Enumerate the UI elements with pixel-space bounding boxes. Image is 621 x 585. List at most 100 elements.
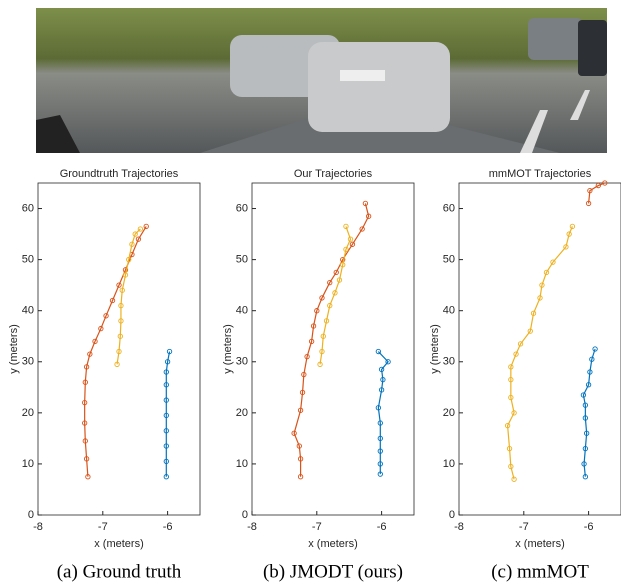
y-tick-label: 0 [449, 509, 455, 521]
point [333, 269, 339, 276]
point [122, 272, 129, 278]
y-tick-label: 40 [22, 305, 34, 317]
point [375, 405, 382, 411]
y-tick-label: 50 [22, 254, 34, 266]
trajectory [116, 228, 141, 365]
point [116, 348, 122, 355]
point [362, 200, 369, 207]
point [163, 412, 169, 419]
point [582, 402, 589, 408]
point [317, 361, 323, 367]
point [517, 341, 524, 347]
point [83, 456, 90, 462]
point [291, 430, 297, 436]
point [163, 474, 169, 480]
point [327, 279, 333, 286]
point [327, 302, 333, 309]
point [602, 180, 608, 186]
y-tick-label: 20 [443, 407, 455, 419]
y-tick-label: 20 [22, 407, 34, 419]
point [304, 354, 310, 360]
trajectory [582, 348, 596, 477]
point [385, 359, 391, 365]
point [87, 351, 93, 357]
plot: Groundtruth Trajectories -8 -7 -6 0 10 20 30 40 5… [8, 168, 201, 582]
caption: (a) Ground truth [57, 561, 182, 582]
trajectory [588, 182, 606, 204]
point [343, 223, 349, 230]
point [587, 369, 593, 375]
point [585, 200, 592, 207]
point [582, 415, 589, 421]
plot: mmMOT Trajectories -8 -7 -6 0 10 20 30 40 50 60 x (… [429, 168, 621, 582]
point [340, 262, 346, 268]
point [508, 376, 514, 383]
point [166, 348, 173, 355]
point [569, 223, 576, 230]
point [163, 428, 169, 434]
point [163, 443, 169, 449]
point [82, 379, 88, 385]
chart-title: Our Trajectories [294, 168, 373, 180]
point [359, 226, 365, 232]
x-tick-label: -6 [163, 521, 173, 533]
point [581, 461, 587, 467]
point [118, 318, 124, 324]
x-tick-label: -8 [33, 521, 43, 533]
y-tick-label: 40 [443, 305, 455, 317]
point [365, 213, 372, 219]
point [103, 313, 109, 319]
point [135, 236, 142, 242]
point [584, 430, 590, 436]
x-axis-label: x (meters) [94, 538, 144, 550]
y-tick-label: 20 [236, 407, 248, 419]
y-axis-label: y (meters) [8, 324, 20, 374]
y-axis-label: y (meters) [429, 324, 441, 374]
point [310, 323, 317, 329]
point [126, 256, 132, 263]
axes-box [458, 182, 621, 516]
axes-box [37, 182, 201, 516]
point [343, 246, 349, 253]
trajectory [319, 226, 352, 365]
point [550, 259, 556, 265]
axes-box [251, 182, 415, 516]
point [563, 244, 569, 250]
y-tick-label: 30 [443, 356, 455, 368]
point [314, 308, 320, 314]
point [132, 231, 138, 237]
y-tick-label: 50 [443, 254, 455, 266]
point [83, 364, 90, 370]
x-tick-label: -8 [454, 521, 464, 533]
point [566, 231, 572, 237]
x-tick-label: -8 [247, 521, 257, 533]
point [163, 369, 169, 375]
point [308, 338, 315, 344]
point [375, 348, 382, 355]
x-tick-label: -6 [584, 521, 594, 533]
point [508, 364, 514, 370]
point [299, 389, 306, 396]
point [580, 392, 587, 398]
point [378, 387, 385, 393]
point [82, 420, 88, 426]
point [319, 348, 325, 355]
point [539, 282, 545, 288]
point [143, 223, 149, 230]
point [297, 456, 304, 462]
point [122, 267, 129, 273]
point [377, 448, 383, 454]
point [377, 461, 383, 467]
point [118, 302, 124, 309]
y-tick-label: 40 [236, 305, 248, 317]
point [163, 397, 169, 403]
y-tick-label: 30 [236, 356, 248, 368]
y-tick-label: 30 [22, 356, 34, 368]
point [320, 333, 326, 339]
point [527, 328, 533, 334]
point [582, 474, 589, 480]
point [513, 351, 519, 357]
x-axis-label: x (meters) [308, 538, 358, 550]
